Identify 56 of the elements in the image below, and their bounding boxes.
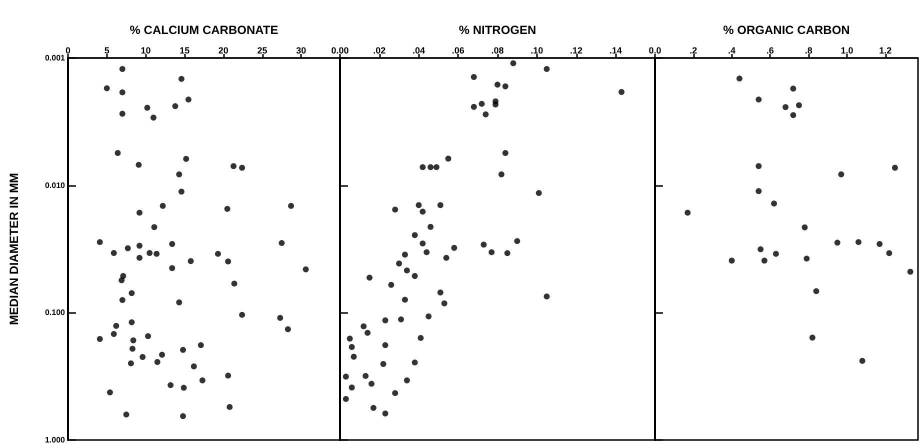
point xyxy=(892,164,898,171)
x-tick-label: 0.00 xyxy=(331,46,349,56)
x-tick-label: 30 xyxy=(296,46,306,56)
x-tick-label: .06 xyxy=(452,46,464,56)
point xyxy=(771,200,778,207)
point xyxy=(756,163,762,170)
point xyxy=(684,210,691,216)
y-tick-label: 0.001 xyxy=(44,54,66,62)
point xyxy=(804,256,810,262)
point xyxy=(859,358,866,364)
point xyxy=(761,258,768,264)
x-tick-label: .4 xyxy=(728,46,736,56)
point xyxy=(796,102,802,108)
y-tick-label: 0.100 xyxy=(44,308,66,318)
y-tick-label: 1.000 xyxy=(44,436,66,444)
x-tick-label: .2 xyxy=(690,46,698,56)
point xyxy=(907,268,914,275)
x-tick-label: 0 xyxy=(65,46,71,56)
point xyxy=(802,224,808,230)
point xyxy=(886,250,892,256)
point xyxy=(855,239,862,246)
x-tick-label: 1.2 xyxy=(879,46,892,56)
point xyxy=(876,241,883,248)
x-tick-label: 15 xyxy=(180,46,190,56)
point xyxy=(758,246,764,252)
x-axis-title: % ORGANIC CARBON xyxy=(723,23,850,37)
point xyxy=(834,240,840,246)
point xyxy=(782,104,789,110)
x-tick-label: .6 xyxy=(766,46,774,56)
x-tick-label: 10 xyxy=(140,46,151,56)
x-tick-label: .08 xyxy=(491,46,504,56)
point xyxy=(790,112,796,118)
point xyxy=(736,76,742,82)
x-tick-label: .14 xyxy=(609,46,622,56)
y-tick-label: 0.010 xyxy=(44,180,66,190)
point xyxy=(813,288,820,294)
x-tick-label: 20 xyxy=(218,46,228,56)
x-tick-label: .12 xyxy=(570,46,583,56)
x-tick-label: .8 xyxy=(804,46,812,56)
point xyxy=(756,188,762,194)
x-axis-title: % CALCIUM CARBONATE xyxy=(130,23,278,37)
x-tick-label: .04 xyxy=(412,46,426,56)
point xyxy=(728,258,735,264)
point xyxy=(790,86,796,92)
y-axis-title: MEDIAN DIAMETER IN MM xyxy=(7,173,21,325)
x-tick-label: .02 xyxy=(373,46,386,56)
x-tick-label: 1.0 xyxy=(840,46,854,56)
point xyxy=(809,334,816,341)
x-axis-title: % NITROGEN xyxy=(458,23,536,37)
x-tick-label: 5 xyxy=(104,46,110,56)
point xyxy=(756,96,762,103)
point xyxy=(772,250,779,257)
x-tick-label: .10 xyxy=(530,46,544,56)
x-tick-label: 25 xyxy=(257,46,268,56)
point xyxy=(838,171,844,178)
x-tick-label: 0.0 xyxy=(648,46,662,56)
